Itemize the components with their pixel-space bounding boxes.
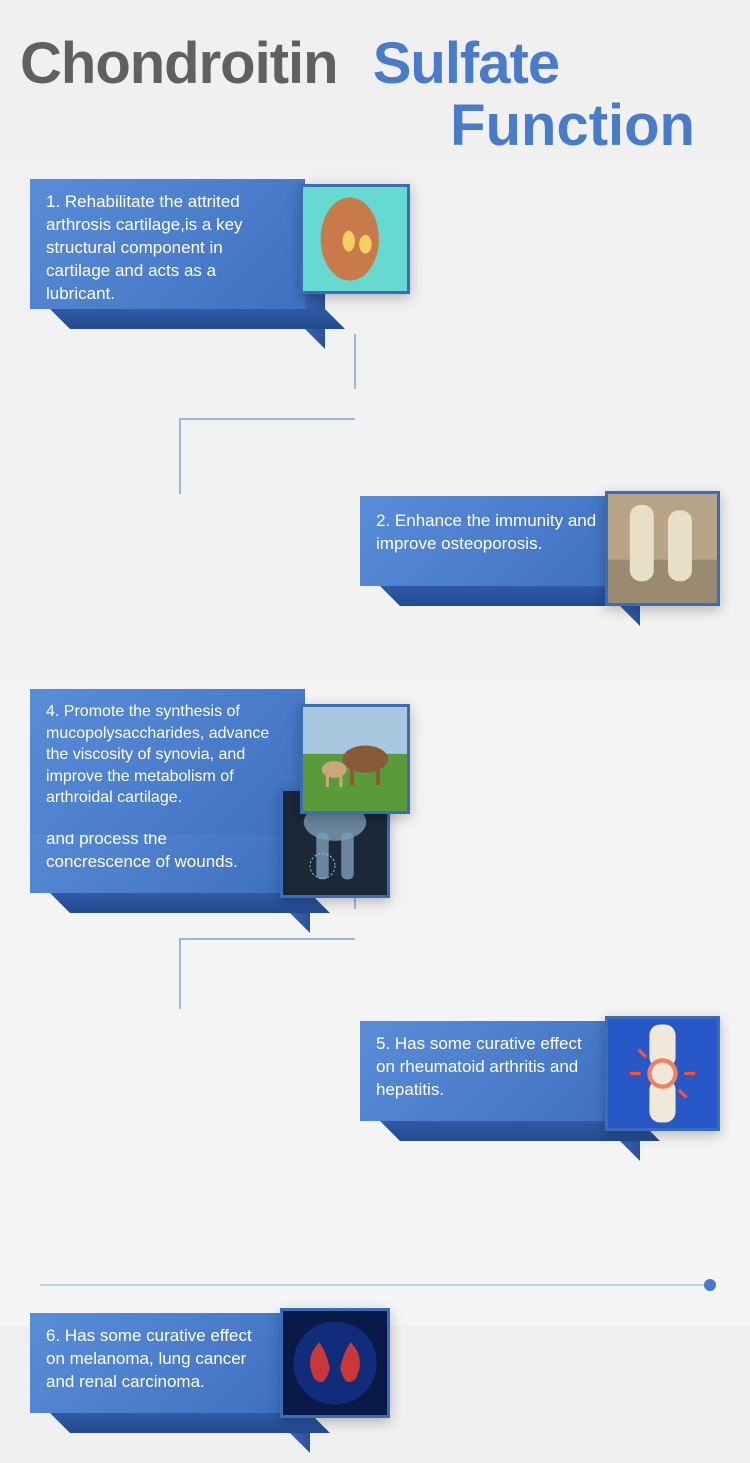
footer-dot-icon bbox=[704, 1279, 716, 1291]
function-image-1 bbox=[300, 184, 410, 294]
function-image-2 bbox=[605, 491, 720, 606]
function-row-6: 6. Has some curative effect on melanoma,… bbox=[0, 1313, 750, 1463]
function-text-1: 1. Rehabilitate the attrited arthrosis c… bbox=[30, 179, 305, 309]
title-line-1: Chondroitin Sulfate bbox=[20, 30, 730, 97]
title-word-function: Function bbox=[20, 92, 730, 159]
function-text-6: 6. Has some curative effect on melanoma,… bbox=[30, 1313, 290, 1413]
footer-divider bbox=[40, 1284, 710, 1286]
knee-joint-icon bbox=[608, 1019, 717, 1128]
function-group-2: 4. Promote the synthesis of mucopolysacc… bbox=[0, 689, 750, 1149]
function-text-5: 5. Has some curative effect on rheumatoi… bbox=[360, 1021, 620, 1121]
function-image-6 bbox=[280, 1308, 390, 1418]
dog-leg-joint-icon bbox=[303, 187, 407, 291]
title-block: Chondroitin Sulfate Function bbox=[0, 0, 750, 169]
function-panel-6: 6. Has some curative effect on melanoma,… bbox=[30, 1313, 290, 1413]
dog-paws-icon bbox=[608, 494, 717, 603]
function-panel-2: 2. Enhance the immunity and improve oste… bbox=[360, 496, 620, 586]
kidney-icon bbox=[283, 1311, 387, 1415]
title-word-sulfate: Sulfate bbox=[373, 31, 559, 96]
function-image-5 bbox=[605, 1016, 720, 1131]
function-panel-5: 5. Has some curative effect on rheumatoi… bbox=[360, 1021, 620, 1121]
function-text-4: 4. Promote the synthesis of mucopolysacc… bbox=[30, 689, 305, 834]
function-image-4 bbox=[300, 704, 410, 814]
title-word-chondroitin: Chondroitin bbox=[20, 31, 338, 96]
function-panel-1: 1. Rehabilitate the attrited arthrosis c… bbox=[30, 179, 305, 309]
function-text-2: 2. Enhance the immunity and improve oste… bbox=[360, 496, 620, 586]
function-row-2: 2. Enhance the immunity and improve oste… bbox=[0, 496, 750, 646]
horses-icon bbox=[303, 707, 407, 811]
function-row-5: 5. Has some curative effect on rheumatoi… bbox=[0, 1021, 750, 1171]
function-panel-4: 4. Promote the synthesis of mucopolysacc… bbox=[30, 689, 305, 834]
function-row-1: 1. Rehabilitate the attrited arthrosis c… bbox=[0, 179, 750, 329]
function-group-1: 1. Rehabilitate the attrited arthrosis c… bbox=[0, 179, 750, 629]
